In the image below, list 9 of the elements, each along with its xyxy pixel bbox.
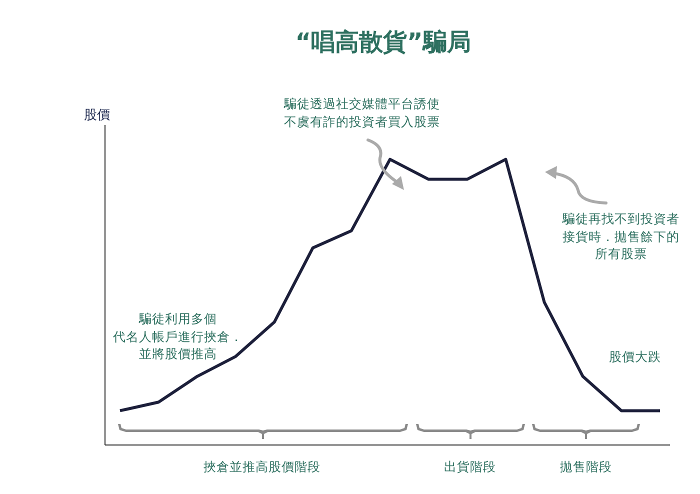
text: 拋售階段 (560, 459, 612, 474)
annotation: 騙徒再找不到投資者接貨時．拋售餘下的所有股票 (561, 210, 680, 262)
text: 挾倉並推高股價階段 (202, 458, 322, 476)
annotation: 騙徒利用多個代名人帳戶進行挾倉．並將股價推高 (112, 310, 244, 362)
text: 出貨階段 (444, 459, 496, 474)
y-axis-title: 股價 (84, 107, 110, 124)
annotation: 股價大跌 (608, 348, 662, 366)
chart-title: “唱高散貨”騙局 (294, 27, 472, 58)
text: 騙徒透過社交媒體平台誘使不虞有詐的投資者買入股票 (282, 95, 441, 130)
